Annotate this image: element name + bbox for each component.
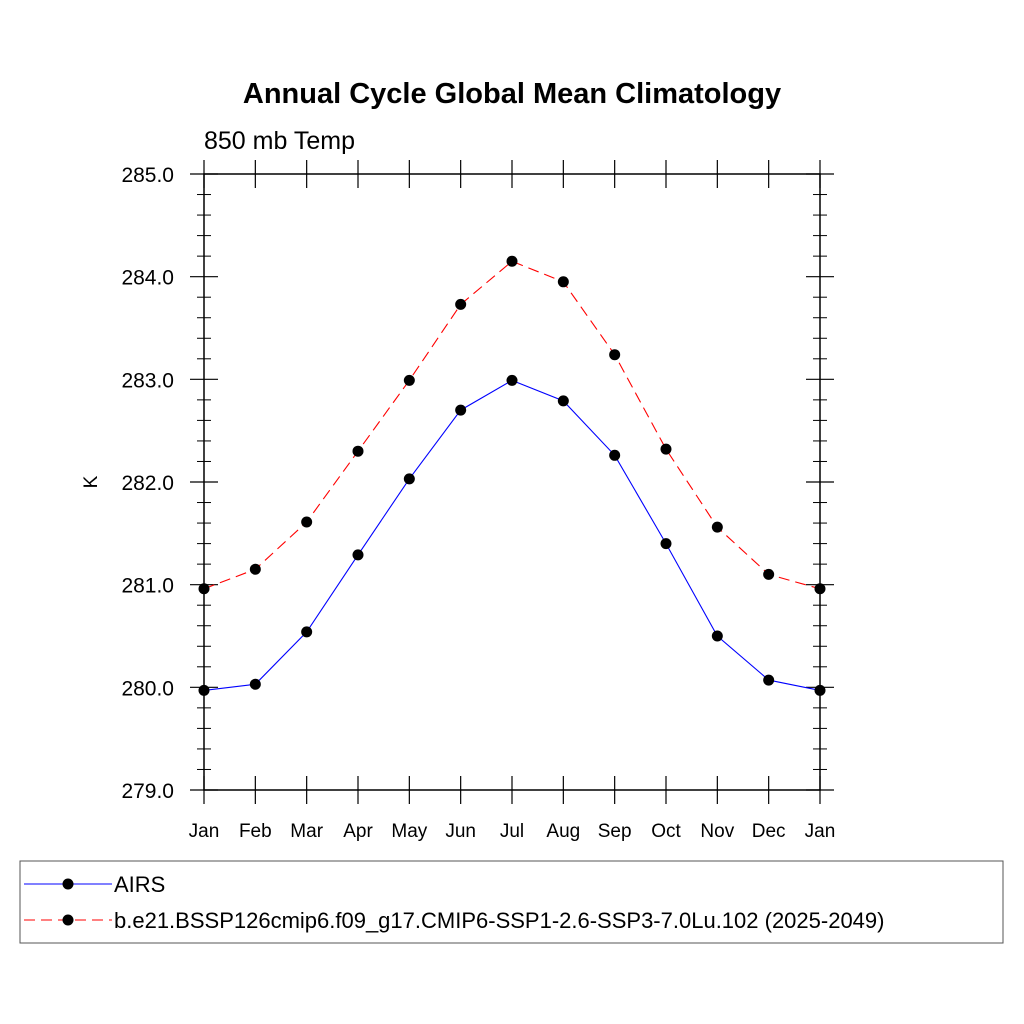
series-point <box>814 583 826 595</box>
series-point <box>352 549 364 561</box>
legend-label: b.e21.BSSP126cmip6.f09_g17.CMIP6-SSP1-2.… <box>114 908 884 933</box>
x-tick-label: Jan <box>189 821 220 842</box>
y-tick-label: 279.0 <box>121 780 174 803</box>
series-point <box>198 583 210 595</box>
series-point <box>609 349 621 361</box>
y-tick-label: 281.0 <box>121 575 174 598</box>
series-point <box>506 374 518 386</box>
x-tick-label: Oct <box>651 821 681 842</box>
legend-marker-swatch <box>62 878 74 890</box>
series-point <box>249 563 261 575</box>
x-tick-label: Nov <box>700 821 734 842</box>
series-line <box>203 379 821 691</box>
series-point <box>506 255 518 267</box>
x-tick-label: Dec <box>752 821 786 842</box>
x-tick-label: Apr <box>343 821 373 842</box>
y-tick-label: 284.0 <box>121 267 174 290</box>
series-point <box>763 674 775 686</box>
x-tick-label: Aug <box>546 821 580 842</box>
series-point <box>557 276 569 288</box>
y-tick-label: 285.0 <box>121 164 174 187</box>
x-tick-label: May <box>391 821 427 842</box>
x-tick-label: Jan <box>805 821 836 842</box>
series-point <box>609 449 621 461</box>
series-point <box>352 445 364 457</box>
legend-box <box>19 860 1004 944</box>
y-axis-label: K <box>81 475 102 488</box>
series-point <box>660 538 672 550</box>
x-tick-labels: Jan Feb Mar Apr May Jun Jul Aug Sep Oct Nov Dec Jan <box>189 821 836 842</box>
x-tick-label: Sep <box>598 821 632 842</box>
series-point <box>455 298 467 310</box>
series-point <box>711 521 723 533</box>
series-point <box>301 626 313 638</box>
y-tick-label: 283.0 <box>121 369 174 392</box>
x-tick-label: Mar <box>290 821 323 842</box>
legend-label: AIRS <box>114 872 165 897</box>
x-tick-label: Feb <box>239 821 272 842</box>
series-point <box>557 395 569 407</box>
series-point <box>455 404 467 416</box>
y-tick-label: 282.0 <box>121 472 174 495</box>
series-point <box>301 516 313 528</box>
series-point <box>711 630 723 642</box>
series-1 <box>198 374 826 696</box>
legend-entry: b.e21.BSSP126cmip6.f09_g17.CMIP6-SSP1-2.… <box>24 908 884 933</box>
series-point <box>249 678 261 690</box>
chart-title: Annual Cycle Global Mean Climatology <box>243 78 781 110</box>
series-line <box>203 260 821 590</box>
series-point <box>403 473 415 485</box>
x-tick-label: Jun <box>445 821 476 842</box>
series-point <box>814 684 826 696</box>
series-point <box>660 443 672 455</box>
series-layer <box>198 255 826 696</box>
chart-subtitle: 850 mb Temp <box>204 127 355 155</box>
series-point <box>198 684 210 696</box>
legend-marker-swatch <box>62 914 74 926</box>
legend-entry: AIRS <box>24 872 165 897</box>
y-tick-labels: 279.0 280.0 281.0 282.0 283.0 284.0 285.0 <box>121 164 174 803</box>
series-2 <box>198 255 826 595</box>
series-point <box>403 374 415 386</box>
legend: AIRS b.e21.BSSP126cmip6.f09_g17.CMIP6-SSP… <box>24 872 884 933</box>
series-point <box>763 568 775 580</box>
x-tick-label: Jul <box>500 821 524 842</box>
y-tick-label: 280.0 <box>121 677 174 700</box>
